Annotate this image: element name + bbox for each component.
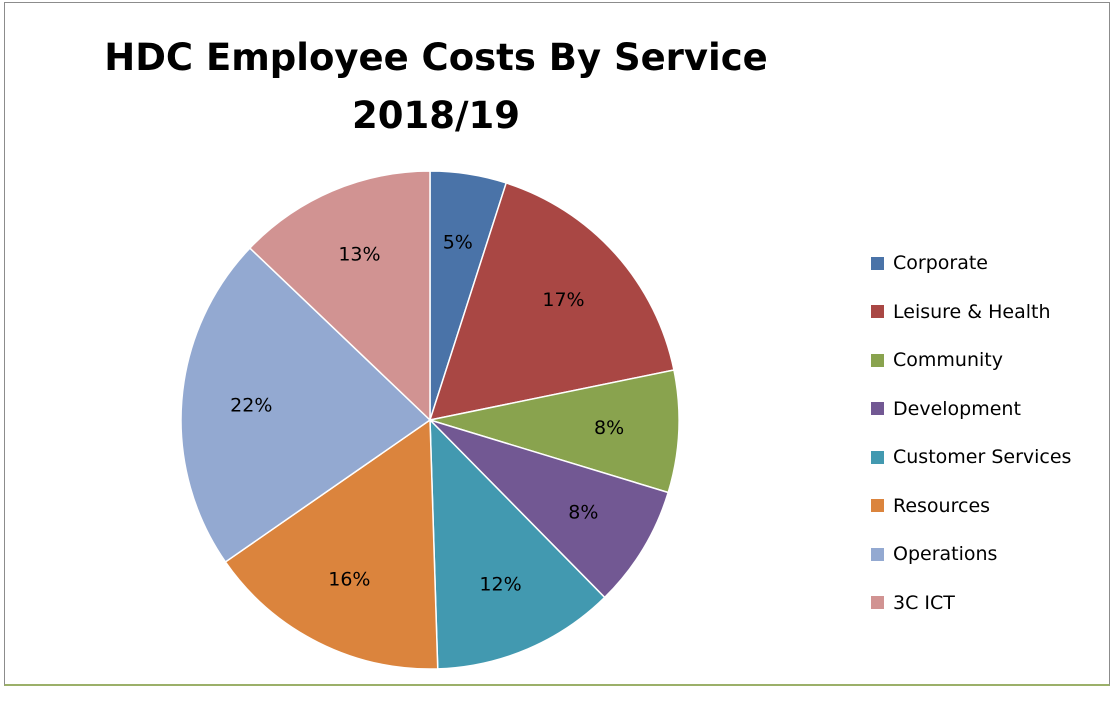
legend-item-3c-ict: 3C ICT [871,579,1071,628]
pie-chart: 5% 17% 8% 8% 12% 16% 22% 13% [180,170,680,670]
data-label-operations: 22% [230,395,272,417]
legend-swatch [871,353,884,367]
data-label-leisure-and-health: 17% [542,289,584,311]
legend-label: Community [893,349,1003,372]
legend-label: Customer Services [893,446,1072,469]
chart-frame: HDC Employee Costs By Service 2018/19 5%… [4,2,1110,686]
pie-slice-development [429,419,670,599]
legend-swatch [871,596,884,610]
data-label-corporate: 5% [443,231,473,253]
data-label-customer-services: 12% [479,573,521,595]
legend-label: Leisure & Health [893,300,1051,323]
legend-swatch [871,256,884,270]
legend-label: Operations [893,543,998,566]
legend-item-development: Development [871,385,1071,434]
legend-item-leisure-and-health: Leisure & Health [871,288,1071,337]
legend-item-resources: Resources [871,482,1071,531]
data-label-3c-ict: 13% [338,244,380,266]
pie-slice-customer-services [429,418,606,670]
chart-title-line-2: 2018/19 [352,94,520,137]
data-label-resources: 16% [328,569,370,591]
pie-slice-leisure-and-health [428,182,675,421]
chart-title-line-1: HDC Employee Costs By Service [104,36,768,79]
pie-slice-operations [180,247,432,563]
legend-swatch [871,450,884,464]
pie-slice-3c-ict [248,170,431,422]
chart-legend: Corporate Leisure & Health Community Develo… [871,239,1071,627]
chart-title: HDC Employee Costs By Service 2018/19 [5,29,867,145]
legend-item-corporate: Corporate [871,239,1071,288]
legend-label: 3C ICT [893,591,955,614]
legend-swatch [871,305,884,319]
legend-item-operations: Operations [871,530,1071,579]
legend-swatch [871,499,884,513]
legend-label: Resources [893,494,991,517]
pie-slice-community [429,369,680,494]
legend-swatch [871,402,884,416]
data-label-development: 8% [568,501,598,523]
data-label-community: 8% [594,417,624,439]
legend-label: Corporate [893,252,988,275]
pie-slice-resources [224,418,439,670]
legend-label: Development [893,397,1021,420]
legend-swatch [871,547,884,561]
legend-item-customer-services: Customer Services [871,433,1071,482]
legend-item-community: Community [871,336,1071,385]
